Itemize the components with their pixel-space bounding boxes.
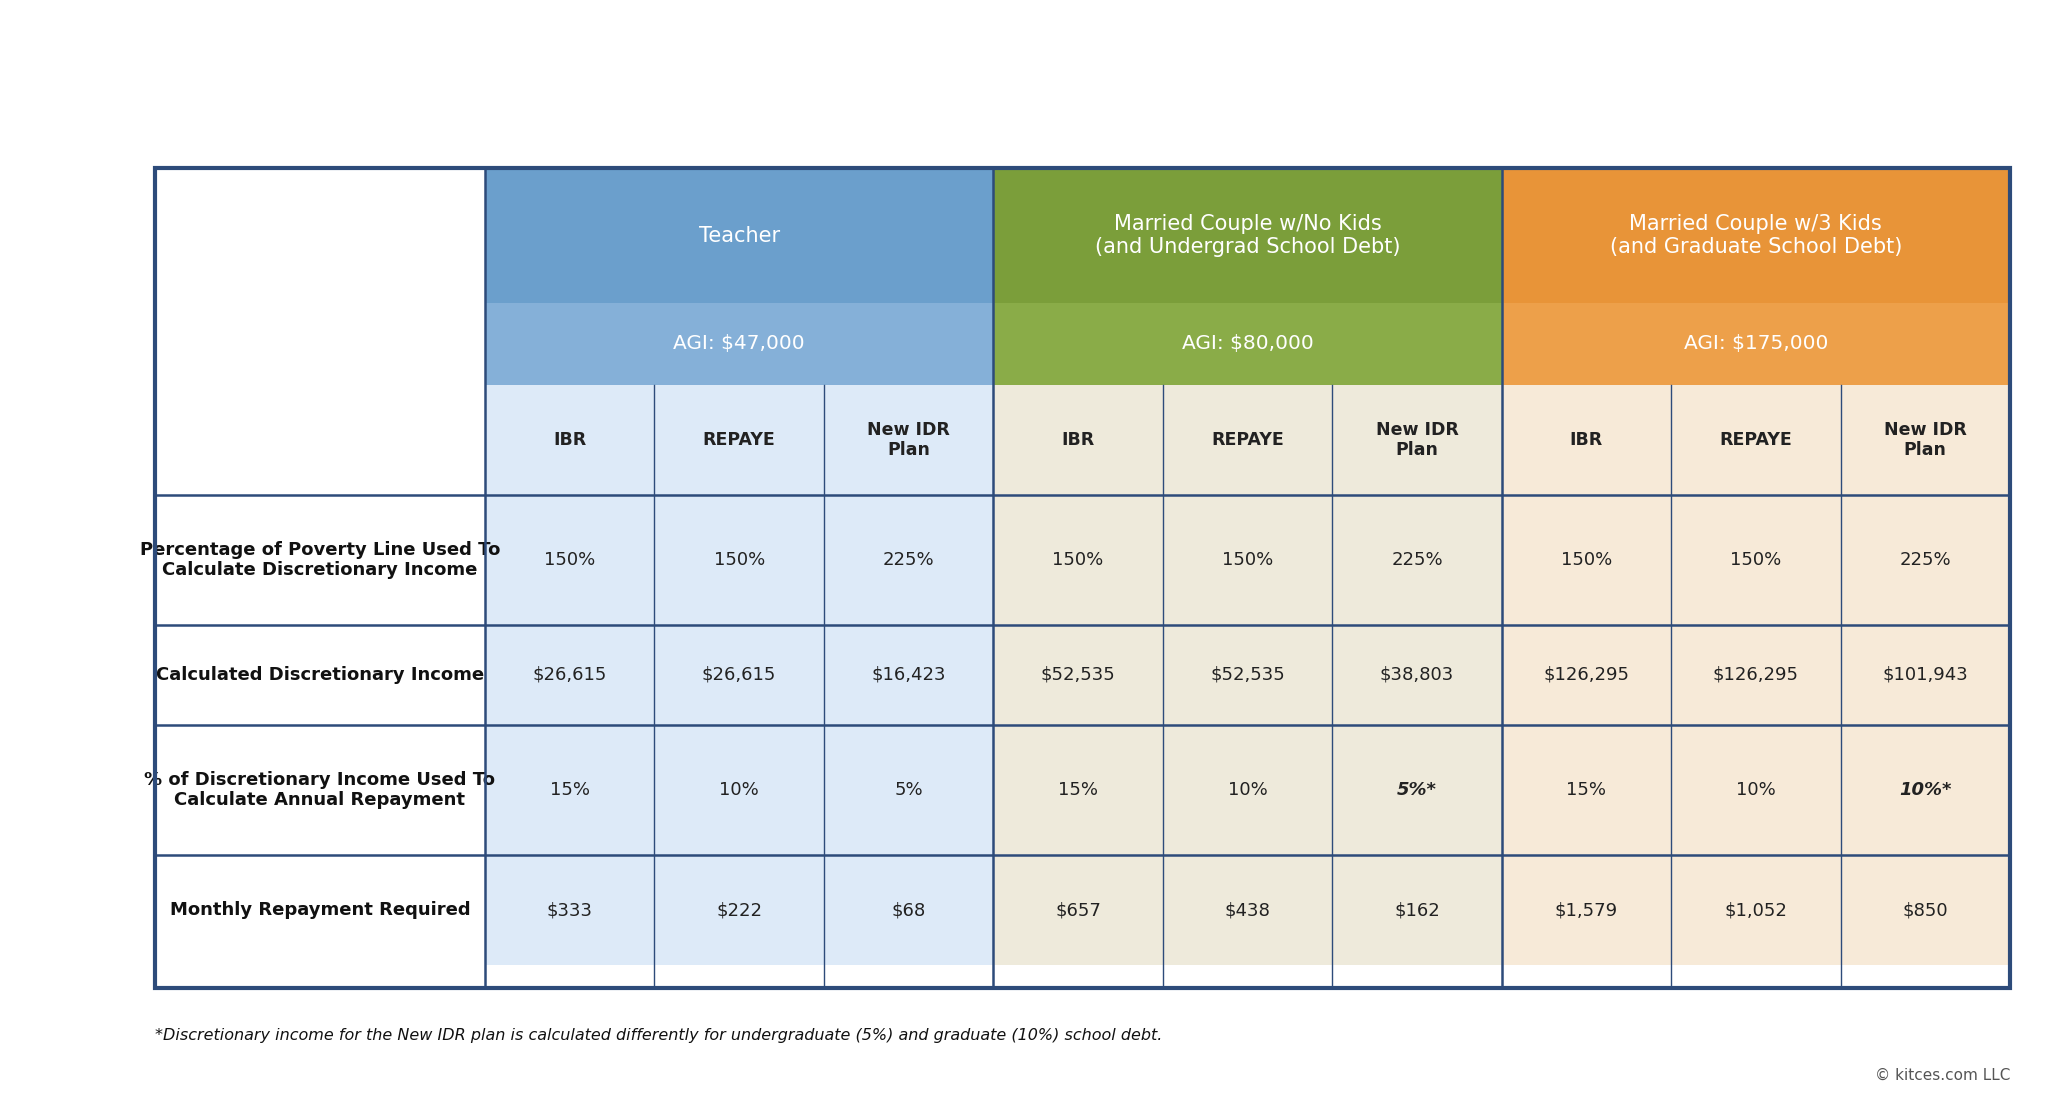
Bar (1501, 168, 2009, 302)
Text: IBR: IBR (1061, 431, 1096, 449)
Text: REPAYE: REPAYE (1210, 431, 1284, 449)
Bar (1501, 725, 2009, 855)
Bar (993, 725, 1501, 855)
Text: © kitces.com LLC: © kitces.com LLC (1874, 1068, 2009, 1083)
Text: Teacher: Teacher (698, 226, 780, 246)
Bar (1501, 855, 2009, 965)
Bar (1501, 384, 2009, 495)
Text: 15%: 15% (1059, 781, 1098, 799)
Bar (485, 625, 993, 725)
Text: $68: $68 (891, 901, 926, 919)
Text: 10%*: 10%* (1898, 781, 1952, 799)
Text: Married Couple w/No Kids
(and Undergrad School Debt): Married Couple w/No Kids (and Undergrad … (1096, 214, 1401, 257)
Bar (993, 302, 1501, 384)
Bar (1501, 302, 2009, 384)
Bar (1501, 625, 2009, 725)
Text: New IDR
Plan: New IDR Plan (1884, 421, 1966, 460)
Text: 150%: 150% (545, 551, 596, 570)
Bar (485, 725, 993, 855)
Text: 5%: 5% (895, 781, 924, 799)
Text: $1,052: $1,052 (1724, 901, 1788, 919)
Text: Monthly Repayment Required: Monthly Repayment Required (170, 901, 471, 919)
Text: Married Couple w/3 Kids
(and Graduate School Debt): Married Couple w/3 Kids (and Graduate Sc… (1610, 214, 1903, 257)
Text: 10%: 10% (1737, 781, 1776, 799)
Text: 10%: 10% (1227, 781, 1268, 799)
Text: REPAYE: REPAYE (702, 431, 776, 449)
Text: $438: $438 (1225, 901, 1270, 919)
Text: $26,615: $26,615 (532, 666, 606, 684)
Text: AGI: $47,000: AGI: $47,000 (674, 335, 805, 353)
Text: $162: $162 (1395, 901, 1440, 919)
Bar (993, 495, 1501, 625)
Bar (485, 168, 993, 302)
Bar (485, 302, 993, 384)
Text: IBR: IBR (553, 431, 586, 449)
Bar (993, 625, 1501, 725)
Bar (485, 495, 993, 625)
Bar (156, 625, 485, 725)
Text: IBR: IBR (1569, 431, 1604, 449)
Text: 225%: 225% (883, 551, 934, 570)
Bar (156, 855, 485, 965)
Bar (993, 855, 1501, 965)
Text: $1,579: $1,579 (1554, 901, 1618, 919)
Text: Percentage of Poverty Line Used To
Calculate Discretionary Income: Percentage of Poverty Line Used To Calcu… (139, 541, 500, 579)
Text: 5%*: 5%* (1397, 781, 1438, 799)
Text: 15%: 15% (1567, 781, 1606, 799)
Bar (993, 384, 1501, 495)
Text: 150%: 150% (1053, 551, 1104, 570)
Text: 150%: 150% (1731, 551, 1782, 570)
Text: 225%: 225% (1898, 551, 1952, 570)
Text: $126,295: $126,295 (1544, 666, 1630, 684)
Text: $52,535: $52,535 (1040, 666, 1116, 684)
Bar (156, 0, 485, 302)
Text: $16,423: $16,423 (870, 666, 946, 684)
Text: 225%: 225% (1391, 551, 1442, 570)
Text: New IDR
Plan: New IDR Plan (1376, 421, 1458, 460)
Text: $52,535: $52,535 (1210, 666, 1284, 684)
Text: AGI: $80,000: AGI: $80,000 (1182, 335, 1313, 353)
Text: New IDR
Plan: New IDR Plan (866, 421, 950, 460)
Bar (156, 725, 485, 855)
Text: 15%: 15% (549, 781, 590, 799)
Bar (485, 384, 993, 495)
Text: REPAYE: REPAYE (1720, 431, 1792, 449)
Text: *Discretionary income for the New IDR plan is calculated differently for undergr: *Discretionary income for the New IDR pl… (156, 1028, 1163, 1043)
Bar (1501, 495, 2009, 625)
Bar (156, 495, 485, 625)
Text: $333: $333 (547, 901, 592, 919)
Text: $657: $657 (1055, 901, 1102, 919)
Bar (156, 168, 2009, 988)
Text: $222: $222 (717, 901, 762, 919)
Text: Calculated Discretionary Income: Calculated Discretionary Income (156, 666, 483, 684)
Text: 150%: 150% (713, 551, 764, 570)
Text: % of Discretionary Income Used To
Calculate Annual Repayment: % of Discretionary Income Used To Calcul… (145, 770, 496, 810)
Text: $38,803: $38,803 (1380, 666, 1454, 684)
Text: 10%: 10% (719, 781, 760, 799)
Bar (485, 855, 993, 965)
Text: $850: $850 (1903, 901, 1948, 919)
Text: 150%: 150% (1223, 551, 1274, 570)
Text: 150%: 150% (1561, 551, 1612, 570)
Text: $126,295: $126,295 (1712, 666, 1798, 684)
Text: AGI: $175,000: AGI: $175,000 (1683, 335, 1829, 353)
Text: $26,615: $26,615 (702, 666, 776, 684)
Text: $101,943: $101,943 (1882, 666, 1968, 684)
Bar (993, 168, 1501, 302)
